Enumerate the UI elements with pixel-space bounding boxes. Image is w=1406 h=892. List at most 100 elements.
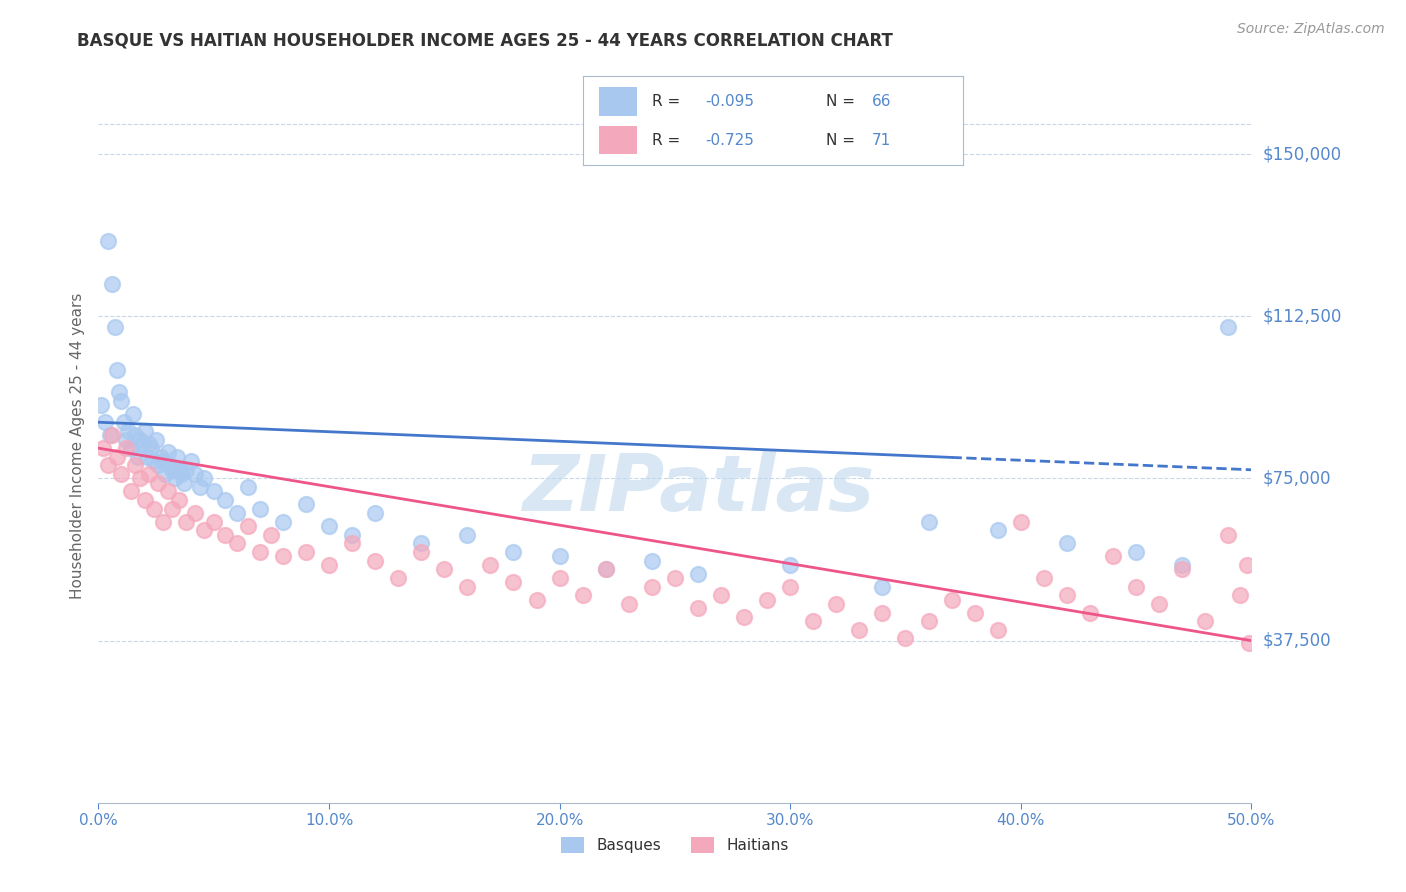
Point (710, 588, 733, 602)
Point (456, 580, 478, 594)
Point (167, 463, 190, 477)
Point (170, 467, 193, 482)
Point (184, 467, 207, 482)
Point (872, 580, 894, 594)
Point (238, 519, 260, 533)
Point (340, 527, 363, 541)
Bar (599, 87, 637, 116)
Point (129, 471, 152, 485)
Point (225, 536, 247, 550)
Point (98, 428, 121, 442)
Point (160, 463, 183, 477)
Point (249, 501, 271, 516)
Point (894, 632, 917, 646)
Point (166, 450, 188, 464)
Point (193, 471, 215, 485)
Point (271, 515, 294, 529)
Point (148, 458, 170, 473)
Point (733, 610, 755, 624)
Point (411, 545, 433, 559)
Point (141, 441, 163, 455)
Point (138, 467, 160, 482)
Point (1125, 545, 1147, 559)
Point (872, 606, 894, 620)
Point (1236, 558, 1258, 572)
Point (131, 437, 153, 451)
Point (502, 575, 524, 590)
Point (101, 277, 124, 291)
Point (411, 536, 433, 550)
Legend: Basques, Haitians: Basques, Haitians (555, 831, 794, 859)
Text: $75,000: $75,000 (1263, 469, 1331, 487)
Point (94, 415, 117, 429)
Point (641, 553, 664, 567)
Point (108, 384, 131, 399)
Point (1229, 588, 1251, 602)
Point (238, 480, 260, 494)
Point (364, 506, 387, 520)
Point (271, 549, 294, 564)
Text: $150,000: $150,000 (1263, 145, 1341, 163)
Point (917, 614, 939, 628)
Point (1056, 588, 1078, 602)
Point (124, 458, 146, 473)
Point (138, 437, 160, 451)
Point (1056, 536, 1078, 550)
Point (779, 558, 801, 572)
Text: N =: N = (827, 133, 860, 147)
Point (340, 536, 363, 550)
Point (115, 433, 138, 447)
Point (105, 450, 128, 464)
Point (155, 467, 177, 482)
Point (318, 519, 340, 533)
Point (97, 234, 120, 248)
Point (1194, 614, 1216, 628)
Point (124, 428, 146, 442)
Point (548, 549, 571, 564)
Point (595, 562, 617, 576)
Text: BASQUE VS HAITIAN HOUSEHOLDER INCOME AGES 25 - 44 YEARS CORRELATION CHART: BASQUE VS HAITIAN HOUSEHOLDER INCOME AGE… (77, 31, 893, 49)
Point (202, 515, 225, 529)
Point (295, 497, 318, 511)
Point (145, 433, 167, 447)
Text: -0.725: -0.725 (704, 133, 754, 147)
Point (779, 580, 801, 594)
Point (117, 424, 139, 438)
Text: $112,500: $112,500 (1263, 307, 1343, 326)
Point (174, 515, 197, 529)
Point (188, 480, 211, 494)
Point (479, 558, 502, 572)
Point (1147, 597, 1170, 611)
Point (214, 527, 236, 541)
Point (91, 441, 114, 455)
Point (548, 571, 571, 585)
Point (1218, 527, 1240, 541)
Point (825, 597, 848, 611)
Point (115, 441, 138, 455)
Point (617, 597, 640, 611)
Point (456, 527, 478, 541)
Text: Source: ZipAtlas.com: Source: ZipAtlas.com (1237, 22, 1385, 37)
Point (987, 623, 1010, 637)
Point (152, 454, 174, 468)
Point (180, 454, 202, 468)
Point (225, 506, 247, 520)
Point (173, 475, 195, 490)
Point (249, 545, 271, 559)
Point (105, 363, 128, 377)
Point (184, 506, 207, 520)
Point (142, 454, 165, 468)
Point (160, 501, 183, 516)
Point (90, 398, 112, 412)
Point (129, 433, 152, 447)
Point (526, 592, 548, 607)
Point (110, 393, 132, 408)
Point (848, 623, 870, 637)
Point (756, 592, 779, 607)
Text: ZIPatlas: ZIPatlas (522, 450, 875, 527)
Point (174, 463, 197, 477)
Point (1171, 558, 1194, 572)
Point (148, 475, 170, 490)
Text: N =: N = (827, 95, 860, 109)
Point (595, 562, 617, 576)
